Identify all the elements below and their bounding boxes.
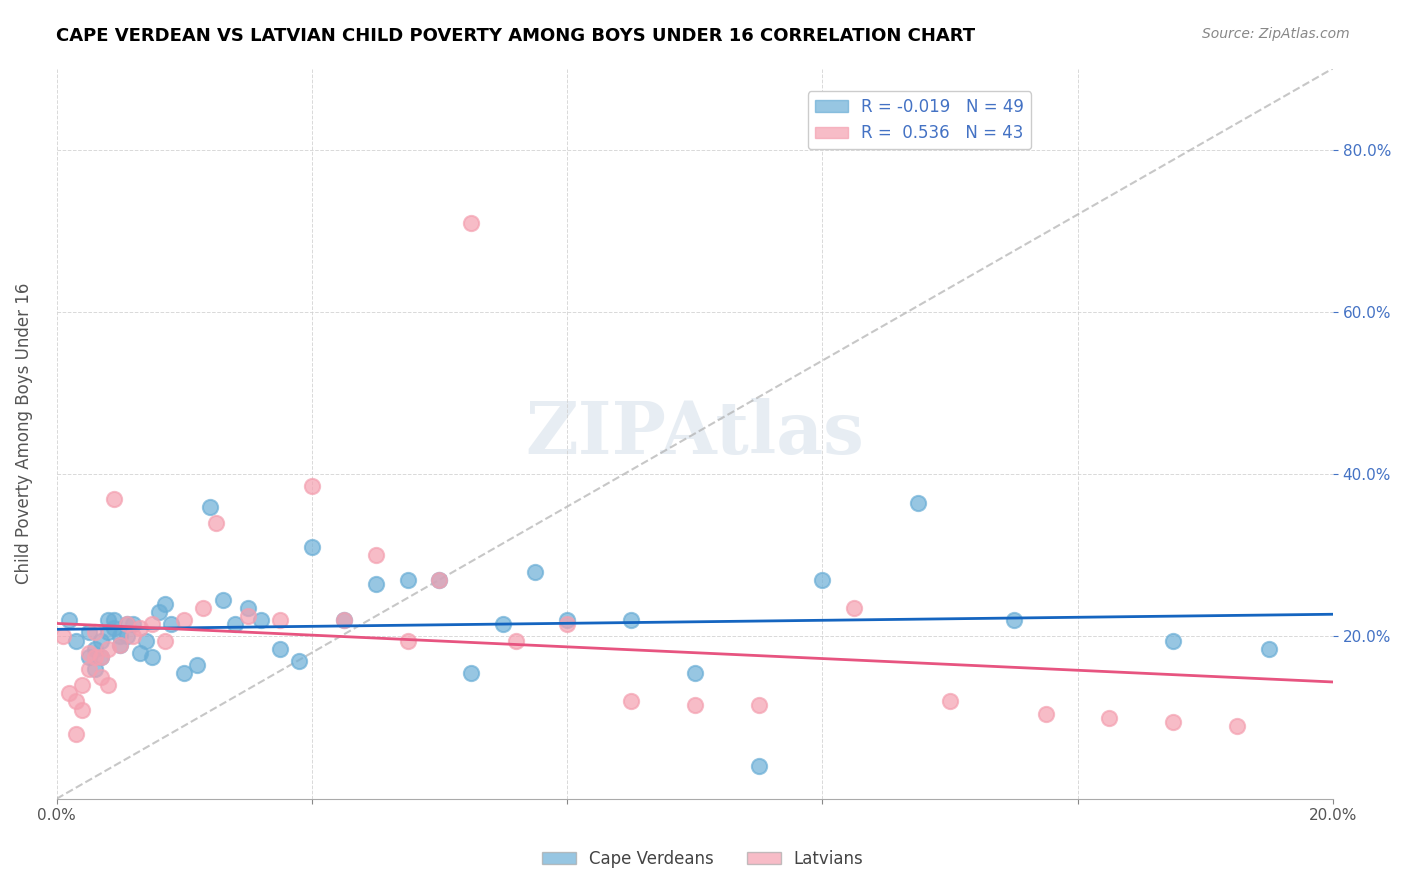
Point (555, 617, 578, 632)
Point (141, 617, 163, 632)
Point (844, 601, 866, 615)
Text: ZIPAtlas: ZIPAtlas (526, 398, 865, 469)
Point (148, 605, 170, 619)
Point (115, 630, 138, 644)
Point (224, 617, 246, 632)
Point (396, 633, 419, 648)
Point (193, 601, 215, 615)
Point (1035, 706, 1057, 721)
Point (110, 638, 132, 652)
Point (90, 649, 112, 664)
Point (97, 678, 120, 692)
Point (1098, 711, 1121, 725)
Point (52, 630, 75, 644)
Point (70, 678, 93, 692)
Point (524, 565, 547, 579)
Point (364, 549, 387, 563)
Point (128, 621, 150, 635)
Point (747, 698, 769, 713)
Point (153, 597, 176, 611)
Point (110, 630, 132, 644)
Point (83, 625, 105, 640)
Point (65, 694, 87, 708)
Point (97, 613, 120, 627)
Point (1226, 719, 1249, 733)
Point (429, 573, 451, 587)
Point (173, 665, 195, 680)
Point (103, 621, 125, 635)
Point (122, 630, 145, 644)
Point (939, 694, 962, 708)
Point (90, 649, 112, 664)
Legend: Cape Verdeans, Latvians: Cape Verdeans, Latvians (536, 844, 870, 875)
Legend: R = -0.019   N = 49, R =  0.536   N = 43: R = -0.019 N = 49, R = 0.536 N = 43 (808, 92, 1031, 149)
Point (211, 593, 233, 607)
Point (269, 613, 291, 627)
Point (65, 633, 87, 648)
Point (90, 633, 112, 648)
Point (58, 613, 80, 627)
Point (97, 641, 120, 656)
Point (269, 641, 291, 656)
Point (505, 633, 527, 648)
Point (135, 633, 157, 648)
Point (77, 646, 100, 660)
Point (747, 759, 769, 773)
Point (153, 633, 176, 648)
Point (236, 609, 259, 624)
Point (236, 601, 259, 615)
Point (332, 613, 354, 627)
Point (97, 625, 120, 640)
Point (683, 698, 706, 713)
Point (492, 617, 515, 632)
Point (103, 491, 125, 506)
Point (58, 686, 80, 700)
Point (249, 613, 271, 627)
Point (1161, 714, 1184, 729)
Point (83, 641, 105, 656)
Text: CAPE VERDEAN VS LATVIAN CHILD POVERTY AMONG BOYS UNDER 16 CORRELATION CHART: CAPE VERDEAN VS LATVIAN CHILD POVERTY AM… (56, 27, 976, 45)
Point (205, 516, 228, 530)
Point (83, 662, 105, 676)
Point (396, 573, 419, 587)
Point (77, 662, 100, 676)
Point (811, 573, 834, 587)
Point (115, 617, 138, 632)
Point (683, 665, 706, 680)
Point (460, 216, 482, 230)
Point (186, 657, 208, 672)
Point (1258, 641, 1281, 656)
Point (83, 649, 105, 664)
Point (198, 500, 221, 514)
Point (77, 625, 100, 640)
Point (301, 540, 323, 554)
Point (301, 479, 323, 493)
Point (160, 617, 183, 632)
Point (555, 613, 578, 627)
Point (122, 617, 145, 632)
Point (332, 613, 354, 627)
Point (70, 702, 93, 716)
Text: Source: ZipAtlas.com: Source: ZipAtlas.com (1202, 27, 1350, 41)
Point (173, 613, 195, 627)
Point (103, 613, 125, 627)
Point (90, 670, 112, 684)
Point (620, 694, 643, 708)
Point (65, 727, 87, 741)
Point (77, 649, 100, 664)
Point (128, 646, 150, 660)
Point (460, 665, 482, 680)
Y-axis label: Child Poverty Among Boys Under 16: Child Poverty Among Boys Under 16 (15, 283, 32, 584)
Point (115, 617, 138, 632)
Point (620, 613, 643, 627)
Point (141, 649, 163, 664)
Point (288, 654, 311, 668)
Point (1002, 613, 1025, 627)
Point (429, 573, 451, 587)
Point (364, 576, 387, 591)
Point (907, 495, 929, 509)
Point (110, 638, 132, 652)
Point (1161, 633, 1184, 648)
